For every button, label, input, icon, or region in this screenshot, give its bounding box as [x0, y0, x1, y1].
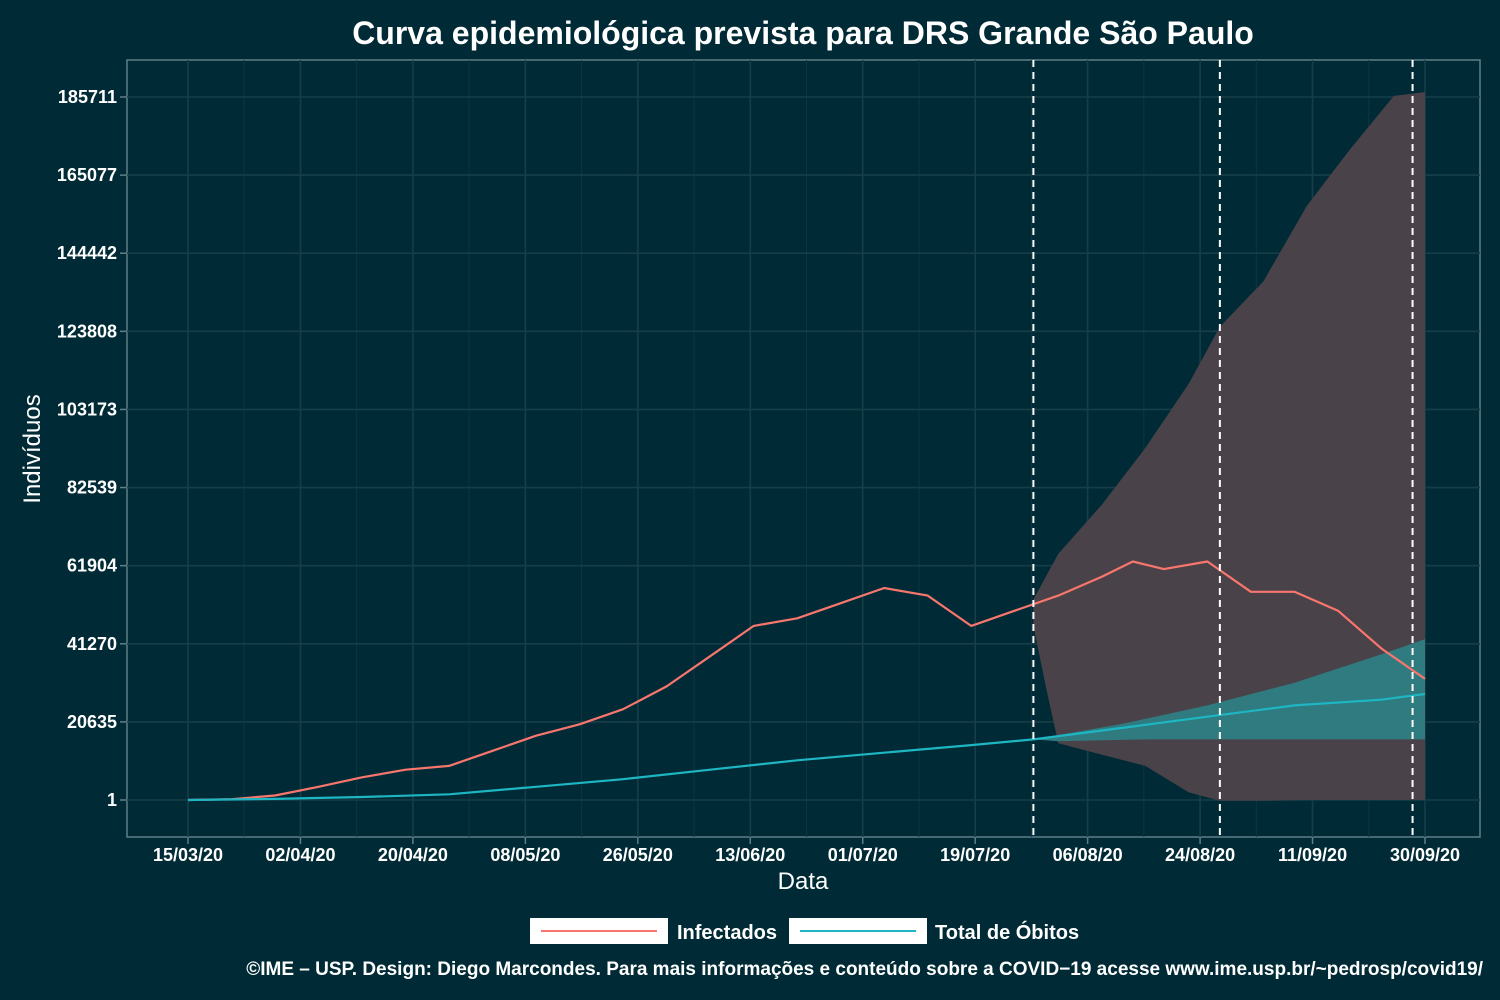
y-axis-ticks: 1 20635 41270 61904 82539 103173 123808 144442 1… — [57, 87, 127, 810]
y-tick-label: 1 — [107, 790, 117, 810]
x-tick-label: 15/03/20 — [153, 845, 223, 865]
x-tick-label: 13/06/20 — [715, 845, 785, 865]
y-tick-label: 61904 — [67, 556, 117, 576]
vertical-lines — [1032, 60, 1414, 837]
x-tick-label: 06/08/20 — [1053, 845, 1123, 865]
y-axis-title: Indivíduos — [19, 394, 46, 503]
y-tick-label: 82539 — [67, 478, 117, 498]
chart-title: Curva epidemiológica prevista para DRS G… — [352, 15, 1254, 51]
series-layer — [187, 560, 1426, 802]
x-axis-title: Data — [778, 868, 829, 895]
y-tick-label: 20635 — [67, 712, 117, 732]
legend-label-obitos: Total de Óbitos — [935, 920, 1079, 944]
chart-caption: ©IME – USP. Design: Diego Marcondes. Par… — [246, 959, 1483, 980]
series-line-obitos — [187, 692, 1426, 802]
y-tick-label: 144442 — [57, 243, 117, 263]
y-tick-label: 103173 — [57, 399, 117, 419]
y-tick-label: 185711 — [58, 87, 117, 107]
confidence-band-0 — [1033, 92, 1425, 801]
x-tick-label: 20/04/20 — [378, 845, 448, 865]
series-line-infectados — [187, 560, 1426, 802]
x-tick-label: 02/04/20 — [265, 845, 335, 865]
x-axis-ticks: 15/03/20 02/04/20 20/04/20 08/05/20 26/05/20… — [153, 837, 1460, 865]
x-tick-label: 19/07/20 — [940, 845, 1010, 865]
x-tick-label: 30/09/20 — [1390, 845, 1460, 865]
legend-label-infectados: Infectados — [677, 922, 777, 944]
band-layer — [1033, 92, 1425, 801]
x-tick-label: 01/07/20 — [828, 845, 898, 865]
confidence-band-1 — [1033, 639, 1425, 742]
x-tick-label: 26/05/20 — [603, 845, 673, 865]
y-tick-label: 41270 — [67, 634, 117, 654]
legend: Infectados Total de Óbitos — [530, 918, 1079, 944]
x-tick-label: 11/09/20 — [1278, 845, 1347, 865]
x-tick-label: 24/08/20 — [1165, 845, 1235, 865]
x-tick-label: 08/05/20 — [490, 845, 560, 865]
y-tick-label: 165077 — [57, 165, 117, 185]
y-tick-label: 123808 — [57, 321, 117, 341]
